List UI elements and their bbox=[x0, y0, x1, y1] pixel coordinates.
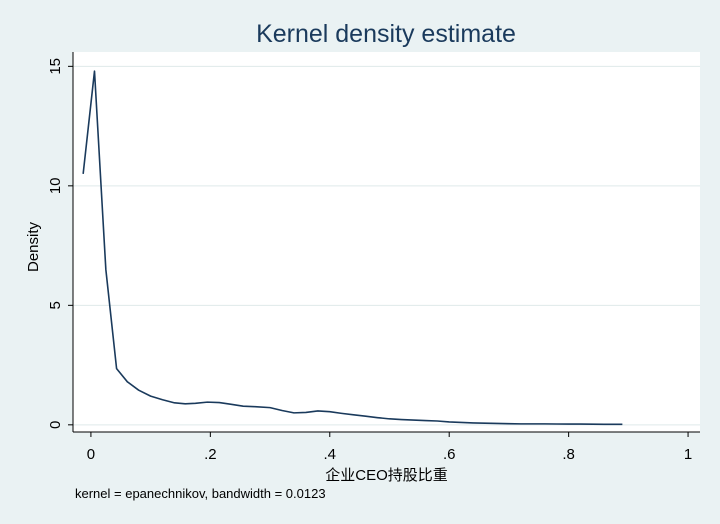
y-tick-label: 10 bbox=[47, 177, 64, 194]
x-axis-title: 企业CEO持股比重 bbox=[325, 466, 448, 484]
y-tick-label: 5 bbox=[47, 301, 64, 309]
kernel-footnote: kernel = epanechnikov, bandwidth = 0.012… bbox=[75, 486, 326, 501]
chart-title: Kernel density estimate bbox=[256, 20, 516, 48]
y-axis-title: Density bbox=[25, 221, 42, 272]
density-line bbox=[82, 70, 623, 426]
x-tick-label: 1 bbox=[684, 446, 692, 463]
x-tick-label: .8 bbox=[562, 446, 575, 463]
y-tick-label: 15 bbox=[47, 58, 64, 75]
y-tick-label: 0 bbox=[47, 421, 64, 429]
x-tick-label: .6 bbox=[443, 446, 456, 463]
x-tick-label: .4 bbox=[324, 446, 337, 463]
x-tick-label: 0 bbox=[87, 446, 95, 463]
x-tick-label: .2 bbox=[204, 446, 217, 463]
plot-area bbox=[73, 52, 700, 432]
